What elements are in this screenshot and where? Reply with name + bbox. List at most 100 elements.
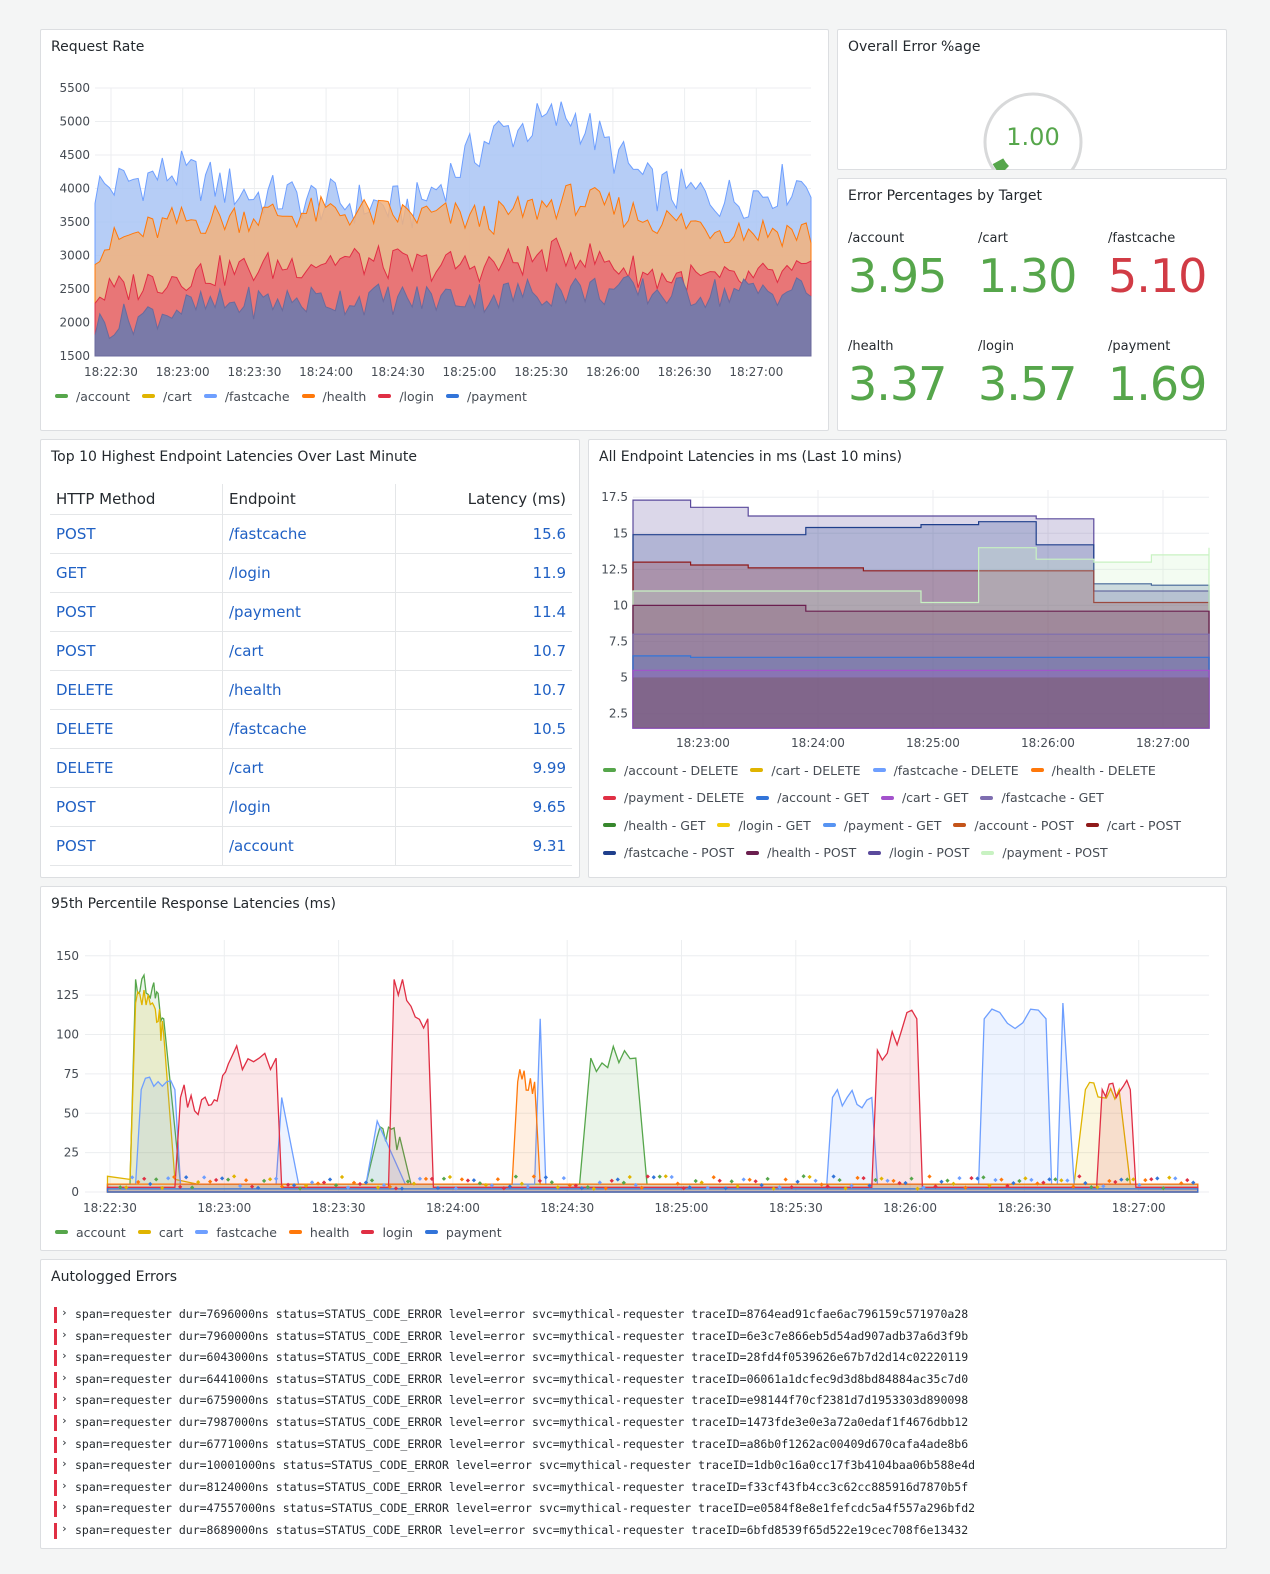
chevron-right-icon[interactable]: ›	[61, 1522, 68, 1535]
log-level-bar	[54, 1501, 57, 1518]
legend-item[interactable]: /fastcache - DELETE	[872, 758, 1019, 783]
table-row[interactable]: DELETE/cart 9.99	[50, 748, 572, 788]
chevron-right-icon[interactable]: ›	[61, 1349, 68, 1363]
y-tick-label: 17.5	[601, 490, 628, 504]
p95-point	[915, 1186, 920, 1191]
p95-series-fastcache[interactable]	[106, 1002, 1199, 1193]
p95-point	[1191, 1180, 1196, 1185]
legend-item[interactable]: /account - GET	[756, 785, 869, 810]
p95-series-payment[interactable]	[106, 1188, 1199, 1193]
p95-series-cart[interactable]	[106, 990, 1199, 1193]
stat-value: 5.10	[1108, 249, 1207, 303]
legend-item[interactable]: /cart - GET	[880, 785, 968, 810]
legend-item[interactable]: /account - POST	[953, 813, 1074, 838]
legend-item[interactable]: /login	[378, 389, 434, 404]
chevron-right-icon[interactable]: ›	[61, 1327, 68, 1341]
x-tick-label: 18:23:00	[676, 736, 730, 750]
all-latencies-legend: /account - DELETE/cart - DELETE/fastcach…	[603, 755, 1223, 865]
p95-series-login[interactable]	[106, 979, 1199, 1193]
legend-item[interactable]: /payment - POST	[981, 840, 1108, 865]
series-area-payment[interactable]	[94, 275, 812, 357]
panel-title[interactable]: Overall Error %age	[848, 39, 981, 55]
chevron-right-icon[interactable]: ›	[61, 1500, 68, 1514]
panel-title[interactable]: All Endpoint Latencies in ms (Last 10 mi…	[599, 449, 902, 465]
legend-item[interactable]: cart	[137, 1225, 183, 1240]
p95-point	[969, 1176, 974, 1181]
p95-series-account[interactable]	[106, 973, 1199, 1193]
y-tick-label: 2.5	[609, 707, 628, 721]
column-header[interactable]: Latency (ms)	[395, 484, 572, 515]
p95-point	[747, 1177, 752, 1182]
table-row[interactable]: POST/login 9.65	[50, 787, 572, 827]
legend-label: /cart - POST	[1106, 817, 1182, 833]
legend-item[interactable]: /payment - GET	[822, 813, 941, 838]
y-tick-label: 3000	[59, 249, 90, 263]
y-tick-label: 4000	[59, 182, 90, 196]
legend-label: fastcache	[216, 1224, 277, 1240]
legend-item[interactable]: /account	[55, 389, 130, 404]
legend-item[interactable]: /payment	[445, 389, 527, 404]
legend-item[interactable]: fastcache	[195, 1225, 277, 1240]
legend-item[interactable]: /cart - POST	[1085, 813, 1182, 838]
table-row[interactable]: DELETE/fastcache 10.5	[50, 709, 572, 749]
panel-title[interactable]: Error Percentages by Target	[848, 188, 1043, 204]
table-row[interactable]: POST/cart 10.7	[50, 631, 572, 671]
legend-item[interactable]: /login - POST	[868, 840, 969, 865]
p95-point	[393, 1186, 399, 1191]
panel-title[interactable]: 95th Percentile Response Latencies (ms)	[51, 896, 336, 912]
p95-point	[1137, 1182, 1142, 1188]
p95-chart[interactable]: 150 125 100 75 50 25 0 18:22:30 18:23:00 18:23:30…	[41, 922, 1228, 1222]
chevron-right-icon[interactable]: ›	[61, 1414, 68, 1427]
p95-point	[957, 1176, 962, 1181]
column-header[interactable]: HTTP Method	[50, 484, 223, 515]
legend-item[interactable]: /account - DELETE	[603, 758, 738, 783]
legend-swatch	[953, 823, 967, 827]
table-row[interactable]: POST/fastcache 15.6	[50, 514, 572, 554]
chevron-right-icon[interactable]: ›	[61, 1457, 68, 1471]
legend-item[interactable]: /payment - DELETE	[603, 785, 744, 810]
x-tick-label: 18:26:30	[997, 1201, 1051, 1215]
chevron-right-icon[interactable]: ›	[61, 1370, 68, 1384]
legend-item[interactable]: /cart	[142, 389, 192, 404]
panel-title[interactable]: Top 10 Highest Endpoint Latencies Over L…	[51, 449, 417, 465]
x-tick-label: 18:25:00	[443, 365, 497, 379]
legend-item[interactable]: account	[55, 1225, 126, 1240]
p95-point	[567, 1183, 572, 1188]
all-latencies-chart[interactable]: 17.5 15 12.5 10 7.5 5 2.5 18:23:00 18:24:00 18:25…	[589, 480, 1228, 760]
legend-item[interactable]: /health	[301, 389, 366, 404]
stat-value: 1.30	[978, 249, 1077, 303]
legend-item[interactable]: login	[361, 1225, 413, 1240]
x-tick-label: 18:23:00	[156, 365, 210, 379]
legend-item[interactable]: /cart - DELETE	[750, 758, 861, 783]
endpoint-cell: /payment	[222, 592, 396, 632]
chevron-right-icon[interactable]: ›	[61, 1392, 68, 1406]
table-row[interactable]: POST/account 9.31	[50, 826, 572, 866]
legend-item[interactable]: /health - POST	[746, 840, 856, 865]
chevron-right-icon[interactable]: ›	[61, 1306, 68, 1319]
p95-point	[585, 1184, 590, 1190]
legend-swatch	[603, 850, 616, 855]
p95-point	[663, 1174, 668, 1179]
table-row[interactable]: POST/payment 11.4	[50, 592, 572, 632]
chevron-right-icon[interactable]: ›	[61, 1478, 68, 1492]
panel-title[interactable]: Request Rate	[51, 39, 145, 55]
legend-item[interactable]: /fastcache - POST	[603, 840, 734, 865]
column-header[interactable]: Endpoint	[222, 484, 396, 515]
request-rate-chart[interactable]: 5500 5000 4500 4000 3500 3000 2500 2000 1500 18:2…	[41, 70, 830, 415]
panel-title[interactable]: Autologged Errors	[51, 1269, 178, 1285]
legend-item[interactable]: /health - DELETE	[1030, 758, 1156, 783]
x-tick-label: 18:22:30	[83, 1201, 137, 1215]
stat-label: /payment	[1108, 339, 1171, 354]
legend-item[interactable]: /fastcache - GET	[980, 785, 1104, 810]
table-row[interactable]: GET/login 11.9	[50, 553, 572, 593]
latency-series[interactable]	[632, 521, 1210, 729]
legend-item[interactable]: health	[288, 1225, 349, 1240]
legend-item[interactable]: /fastcache	[203, 389, 290, 404]
latency-series[interactable]	[632, 499, 1210, 729]
legend-item[interactable]: payment	[424, 1225, 502, 1240]
table-row[interactable]: DELETE/health 10.7	[50, 670, 572, 710]
legend-item[interactable]: /login - GET	[717, 813, 811, 838]
chevron-right-icon[interactable]: ›	[61, 1435, 68, 1449]
legend-item[interactable]: /health - GET	[603, 813, 705, 838]
log-message: span=requester dur=10001000ns status=STA…	[75, 1458, 976, 1473]
